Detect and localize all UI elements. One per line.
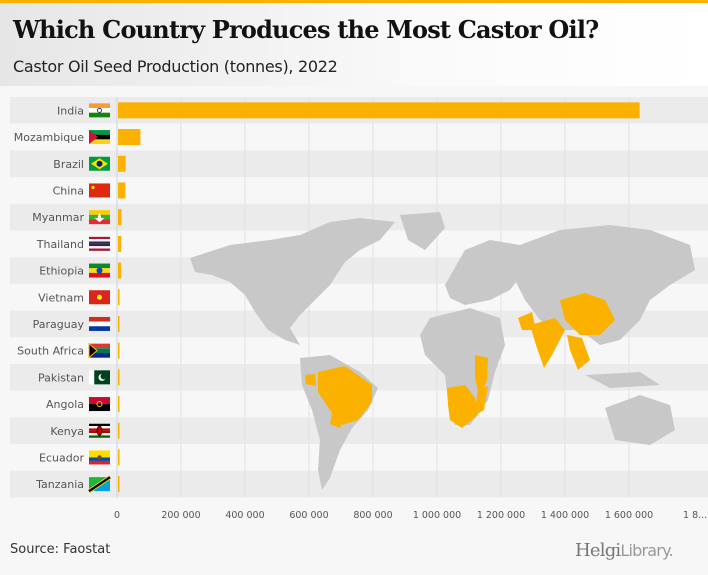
flag-tanzania-icon (87, 475, 112, 493)
category-label: India (57, 104, 84, 117)
flag-paraguay-icon (89, 316, 110, 331)
bar-ethiopia (118, 262, 122, 279)
bar-paraguay (118, 315, 120, 332)
flag-india-icon (89, 103, 110, 118)
map-paraguay (330, 412, 344, 428)
world-map (190, 212, 695, 490)
category-label: Thailand (36, 238, 84, 251)
map-greenland (400, 212, 445, 250)
flag-angola-icon (89, 397, 110, 412)
flag-myanmar-icon (89, 210, 110, 225)
helgi-library-logo: HelgiLibrary. (575, 540, 674, 561)
row-background (10, 444, 708, 471)
map-ecuador (305, 374, 316, 386)
row-background (10, 417, 708, 445)
map-indonesia (585, 372, 660, 388)
category-label: Pakistan (38, 371, 84, 384)
x-tick-label: 1 400 000 (541, 510, 589, 521)
bar-angola (118, 396, 120, 413)
x-tick-label: 0 (114, 510, 120, 521)
category-label: Angola (46, 398, 84, 411)
page-subtitle: Castor Oil Seed Production (tonnes), 202… (13, 57, 338, 76)
bar-india (118, 102, 640, 119)
category-label: Ecuador (39, 451, 84, 464)
flag-thailand-icon (89, 236, 110, 251)
bar-thailand (118, 235, 122, 252)
logo-library: Library. (620, 541, 673, 560)
x-tick-label: 200 000 (161, 510, 200, 521)
category-label: South Africa (17, 345, 84, 358)
x-tick-label: 400 000 (225, 510, 264, 521)
map-angola-southafrica (447, 385, 478, 428)
x-tick-label: 1 8... (683, 510, 707, 521)
category-label: Kenya (50, 425, 84, 438)
top-accent-line (0, 0, 708, 3)
header: Which Country Produces the Most Castor O… (0, 3, 708, 86)
page-title: Which Country Produces the Most Castor O… (13, 15, 599, 44)
map-asia (515, 225, 695, 345)
flag-vietnam-icon (89, 290, 110, 305)
bar-tanzania (118, 476, 120, 493)
category-label: Brazil (53, 158, 84, 171)
category-label: Ethiopia (39, 265, 84, 278)
map-mozambique (474, 386, 488, 416)
flag-china-icon (89, 183, 110, 198)
bar-china (118, 182, 126, 199)
bar-ecuador (118, 449, 120, 466)
row-background (10, 470, 708, 498)
map-north-america (190, 218, 395, 345)
category-label: Mozambique (14, 131, 84, 144)
row-background (10, 150, 708, 178)
map-pakistan (518, 312, 536, 330)
bar-myanmar (118, 209, 122, 226)
x-tick-label: 800 000 (353, 510, 392, 521)
map-east-africa (475, 355, 488, 398)
bar-pakistan (118, 369, 120, 386)
bar-mozambique (118, 129, 141, 146)
map-brazil (318, 366, 372, 425)
map-india (530, 318, 565, 368)
bar-kenya (118, 422, 120, 439)
flag-ecuador-icon (89, 450, 110, 465)
source-note: Source: Faostat (10, 542, 111, 557)
x-tick-label: 1 200 000 (477, 510, 525, 521)
flag-kenya-icon (89, 423, 110, 438)
category-label: Tanzania (35, 478, 84, 491)
flag-mozambique-icon (89, 130, 110, 145)
row-background (10, 123, 708, 151)
flag-pakistan-icon (89, 370, 110, 385)
category-label: Paraguay (33, 318, 85, 331)
flag-brazil-icon (89, 156, 110, 171)
category-label: China (53, 184, 84, 197)
bar-brazil (118, 155, 126, 172)
flag-ethiopia-icon (89, 263, 110, 278)
map-australia (605, 395, 675, 445)
flag-south-africa-icon (88, 342, 110, 359)
row-background (10, 177, 708, 204)
map-china (560, 293, 615, 335)
row-background (10, 337, 708, 364)
x-tick-label: 1 000 000 (413, 510, 461, 521)
logo-main: Helgi (575, 540, 621, 561)
category-label: Myanmar (32, 211, 84, 224)
map-southeast-asia (567, 335, 590, 370)
category-label: Vietnam (38, 291, 84, 304)
bar-vietnam (118, 289, 120, 306)
x-tick-label: 1 600 000 (605, 510, 653, 521)
x-tick-label: 600 000 (289, 510, 328, 521)
bar-south-africa (118, 342, 120, 359)
map-europe (445, 240, 525, 305)
